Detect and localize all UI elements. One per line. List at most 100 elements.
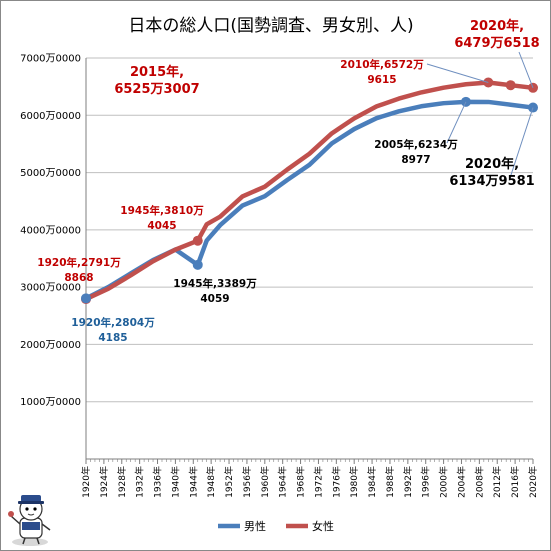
- annotation-label: 4185: [98, 332, 127, 344]
- annotated-point-marker: [192, 235, 203, 246]
- annotation-label: 4059: [200, 293, 229, 305]
- data-point: [330, 132, 334, 135]
- data-point: [308, 163, 311, 166]
- data-point: [205, 223, 208, 226]
- data-point: [397, 110, 401, 113]
- data-point: [308, 152, 311, 155]
- x-tick-label: 1960年: [259, 466, 271, 498]
- legend-label-female: 女性: [312, 519, 334, 533]
- y-tick-label: 3000万0000: [20, 283, 81, 294]
- axis-layer: 1000万0000 2000万0000 3000万0000 4000万0000 5000…: [20, 54, 539, 498]
- series-layer: [81, 77, 538, 305]
- x-tick-label: 2008年: [473, 466, 485, 498]
- annotation-label: 2020年,: [470, 18, 524, 34]
- annotation-leader-line: [426, 63, 489, 83]
- data-point: [353, 127, 356, 131]
- annotation-label: 8868: [64, 272, 93, 284]
- grid-layer: [86, 57, 533, 403]
- x-tick-label: 2004年: [455, 466, 467, 498]
- data-point: [442, 86, 445, 89]
- x-tick-label: 1956年: [241, 466, 253, 498]
- annotation-label: 2015年,: [130, 64, 184, 80]
- data-point: [205, 239, 208, 242]
- data-point: [263, 194, 266, 198]
- annotation-label: 2020年,: [465, 156, 519, 172]
- mascot-icon: [8, 495, 51, 546]
- annotation-label: 8977: [401, 154, 430, 166]
- x-tick-label: 1996年: [420, 466, 432, 498]
- leader-layer: [426, 51, 534, 179]
- annotation-leader-line: [446, 101, 467, 144]
- data-point: [218, 215, 222, 218]
- data-point: [285, 168, 289, 171]
- x-tick-label: 1992年: [402, 466, 414, 498]
- annotated-point-marker: [81, 293, 91, 304]
- annotation-leader-line: [518, 51, 534, 88]
- data-point: [218, 224, 222, 227]
- x-tick-label: 2016年: [509, 466, 521, 498]
- x-tick-label: 1928年: [116, 466, 128, 498]
- x-tick-label: 1944年: [187, 466, 199, 498]
- data-point: [151, 260, 155, 263]
- x-tick-label: 1988年: [384, 466, 396, 498]
- x-tick-label: 1932年: [134, 466, 146, 498]
- data-point: [241, 195, 244, 198]
- annotated-point-marker: [192, 259, 203, 270]
- x-tick-label: 1976年: [330, 466, 342, 498]
- x-tick-label: 1952年: [223, 466, 235, 498]
- y-tick-label: 1000万0000: [20, 397, 81, 408]
- data-point: [129, 274, 132, 277]
- annotation-label: 1945年,3810万: [120, 204, 204, 217]
- y-tick-label: 4000万0000: [20, 225, 81, 236]
- x-tick-label: 1984年: [366, 466, 378, 498]
- x-tick-label: 1924年: [98, 466, 110, 498]
- data-point: [241, 204, 244, 207]
- x-tick-label: 2012年: [491, 466, 503, 498]
- data-point: [375, 116, 378, 120]
- annotation-label: 1920年,2791万: [37, 256, 121, 269]
- annotation-label: 4045: [147, 220, 176, 232]
- legend-label-male: 男性: [244, 519, 266, 533]
- annotation-label: 6525万3007: [114, 82, 199, 97]
- x-tick-label: 1948年: [205, 466, 217, 498]
- data-point: [487, 100, 490, 104]
- data-point: [285, 178, 289, 182]
- y-tick-label: 7000万0000: [20, 54, 81, 65]
- annotation-label: 1945年,3389万: [173, 277, 257, 290]
- x-tick-label: 2020年: [527, 466, 539, 498]
- x-tick-label: 1936年: [152, 466, 164, 498]
- x-tick-label: 1964年: [277, 466, 289, 498]
- data-point: [330, 142, 334, 145]
- y-tick-label: 6000万0000: [20, 111, 81, 122]
- series-line-female: [83, 80, 536, 302]
- y-tick-label: 2000万0000: [20, 340, 81, 351]
- data-point: [263, 185, 266, 188]
- data-point: [420, 105, 423, 108]
- annotation-leader-line: [509, 107, 534, 179]
- y-tick-label: 5000万0000: [20, 168, 81, 179]
- x-tick-label: 1968年: [295, 466, 307, 498]
- data-point: [375, 105, 378, 108]
- annotated-point-marker: [505, 80, 516, 91]
- x-tick-label: 2000年: [438, 466, 450, 498]
- data-point: [353, 117, 356, 120]
- annotation-label: 9615: [367, 74, 396, 86]
- annotation-layer: 2015年, 6525万3007 2020年, 6479万6518 2010年,6572…: [37, 18, 539, 344]
- data-point: [442, 101, 445, 105]
- x-tick-label: 1940年: [169, 466, 181, 498]
- legend: 男性 女性: [218, 519, 334, 533]
- data-point: [397, 97, 401, 100]
- data-point: [509, 103, 512, 106]
- x-tick-label: 1972年: [312, 466, 324, 498]
- x-tick-label: 1920年: [80, 466, 92, 498]
- annotation-label: 2005年,6234万: [374, 138, 458, 151]
- data-point: [174, 248, 177, 251]
- annotation-label: 2010年,6572万: [340, 58, 424, 71]
- annotation-label: 6134万9581: [449, 174, 534, 189]
- annotation-label: 6479万6518: [454, 36, 539, 51]
- annotation-label: 1920年,2804万: [71, 316, 155, 329]
- chart-title: 日本の総人口(国勢調査、男女別、人): [128, 16, 413, 36]
- data-point: [107, 287, 110, 290]
